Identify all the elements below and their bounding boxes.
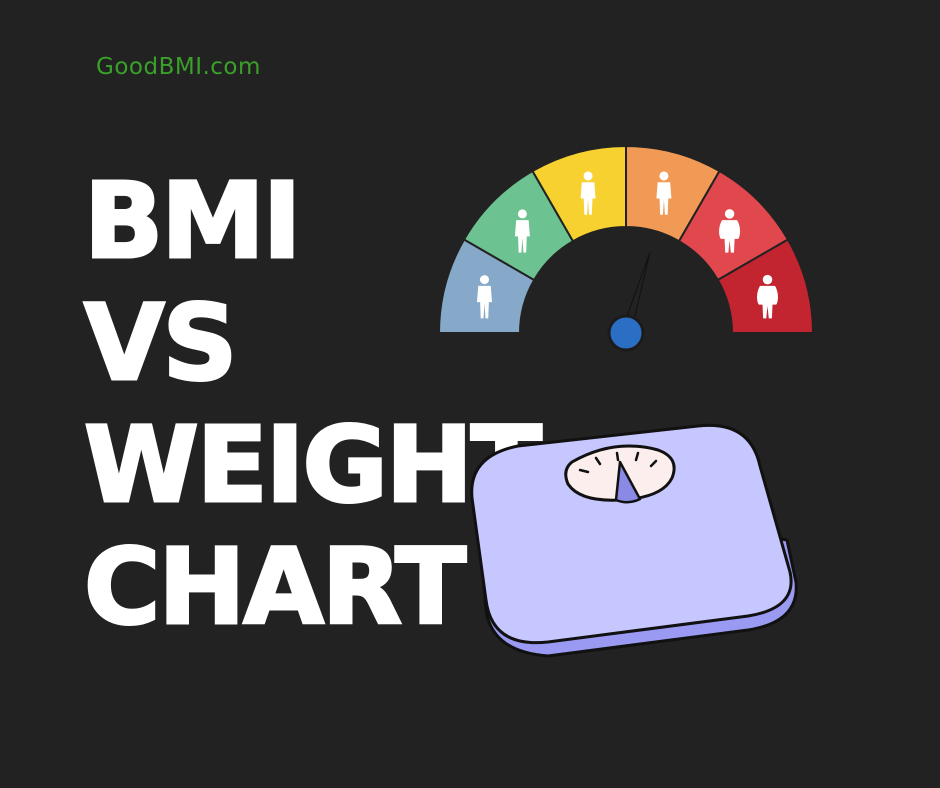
gauge-hub bbox=[607, 314, 645, 352]
scale-pointer bbox=[614, 460, 642, 504]
headline-line-3: WEIGHT bbox=[83, 403, 544, 528]
scale-dial-ticks bbox=[578, 451, 658, 474]
bmi-gauge bbox=[437, 144, 815, 352]
headline-title: BMI VS WEIGHT CHART bbox=[83, 159, 544, 650]
headline-line-2: VS bbox=[83, 281, 239, 406]
headline-line-4: CHART bbox=[83, 525, 468, 650]
bathroom-scale bbox=[470, 423, 798, 658]
scale-body bbox=[470, 423, 793, 645]
gauge-segments bbox=[437, 144, 815, 334]
site-logo[interactable]: GoodBMI.com bbox=[96, 54, 261, 80]
headline-line-1: BMI bbox=[83, 159, 303, 284]
